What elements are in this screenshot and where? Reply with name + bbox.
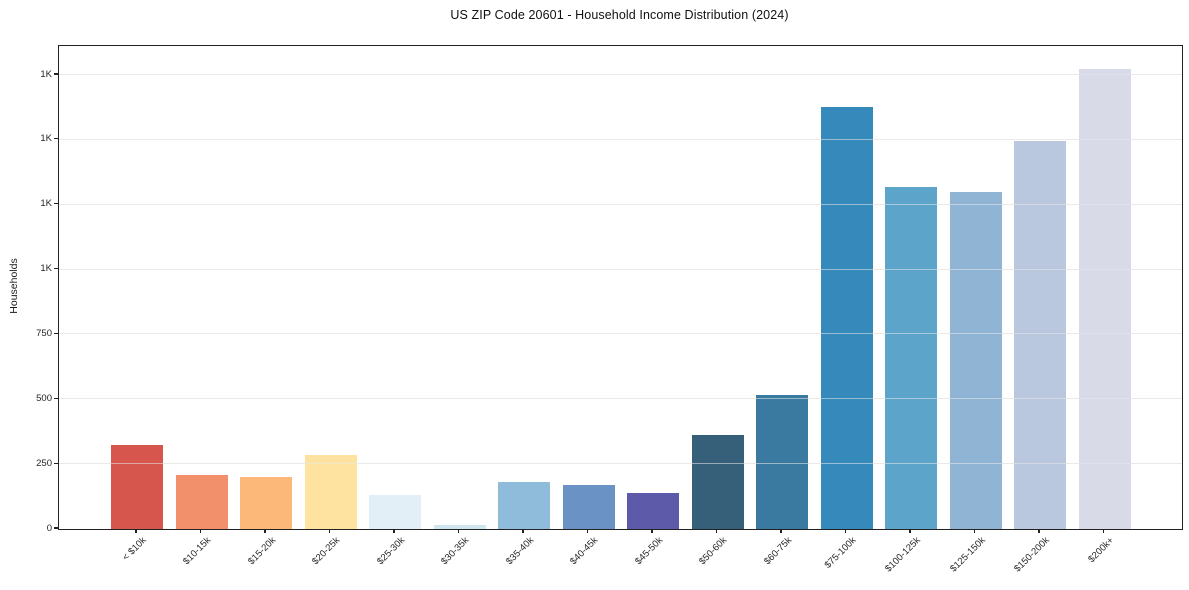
y-tick-label-6: 1K bbox=[40, 133, 52, 145]
y-tick-label-2: 500 bbox=[36, 392, 52, 404]
bar-200k bbox=[1078, 68, 1131, 529]
x-tick-label-6: $35-40k bbox=[503, 535, 536, 568]
y-tick-mark-5 bbox=[54, 203, 58, 205]
y-tick-label-1: 250 bbox=[36, 457, 52, 469]
y-tick-mark-1 bbox=[54, 462, 58, 464]
x-tick-label-4: $25-30k bbox=[374, 535, 407, 568]
x-tick-mark-6 bbox=[522, 529, 524, 533]
y-tick-label-0: 0 bbox=[46, 522, 52, 534]
bar-60-75k bbox=[756, 394, 808, 529]
y-tick-label-5: 1K bbox=[40, 198, 52, 210]
y-tick-mark-0 bbox=[54, 527, 58, 529]
x-tick-mark-0 bbox=[135, 529, 137, 533]
x-tick-mark-15 bbox=[1102, 529, 1105, 533]
bar-20-25k bbox=[304, 454, 357, 529]
x-tick-label-1: $10-15k bbox=[181, 535, 214, 568]
bar-30-35k bbox=[433, 525, 486, 529]
bar-35-40k bbox=[498, 481, 550, 529]
gridline-overlay-1000 bbox=[59, 268, 1182, 270]
x-tick-label-5: $30-35k bbox=[439, 535, 472, 568]
x-tick-mark-9 bbox=[715, 529, 718, 533]
bar-10k bbox=[111, 444, 163, 529]
x-tick-mark-2 bbox=[264, 529, 266, 533]
gridline-overlay-1750 bbox=[59, 74, 1182, 76]
bar-40-45k bbox=[562, 484, 615, 529]
x-tick-label-0: < $10k bbox=[120, 535, 149, 564]
y-tick-label-7: 1K bbox=[40, 68, 52, 80]
bar-125-150k bbox=[949, 191, 1002, 529]
x-tick-label-8: $45-50k bbox=[632, 535, 665, 568]
x-tick-label-11: $75-100k bbox=[822, 535, 859, 571]
y-tick-mark-7 bbox=[54, 73, 58, 75]
x-tick-mark-13 bbox=[973, 529, 976, 533]
x-tick-mark-7 bbox=[586, 529, 589, 533]
x-tick-label-9: $50-60k bbox=[697, 535, 730, 568]
chart-title: US ZIP Code 20601 - Household Income Dis… bbox=[450, 8, 789, 22]
gridline-overlay-500 bbox=[59, 398, 1182, 400]
y-tick-label-4: 1K bbox=[40, 263, 52, 275]
x-tick-label-3: $20-25k bbox=[310, 535, 343, 568]
gridline-overlay-1250 bbox=[59, 203, 1182, 205]
bar-50-60k bbox=[691, 434, 744, 529]
x-tick-label-15: $200k+ bbox=[1086, 535, 1117, 566]
x-tick-mark-14 bbox=[1038, 529, 1040, 533]
x-tick-mark-4 bbox=[393, 529, 395, 533]
bar-45-50k bbox=[627, 493, 679, 529]
gridline-overlay-750 bbox=[59, 333, 1182, 335]
x-tick-mark-12 bbox=[909, 529, 911, 533]
y-tick-mark-6 bbox=[54, 138, 58, 140]
x-tick-mark-1 bbox=[199, 529, 202, 533]
x-tick-mark-11 bbox=[844, 529, 847, 533]
bar-10-15k bbox=[175, 474, 228, 529]
x-tick-label-14: $150-200k bbox=[1012, 535, 1052, 575]
y-tick-mark-4 bbox=[54, 268, 58, 270]
y-tick-mark-3 bbox=[54, 332, 58, 335]
plot-area bbox=[58, 45, 1183, 530]
x-tick-mark-3 bbox=[328, 529, 331, 533]
x-tick-label-2: $15-20k bbox=[245, 535, 278, 568]
x-tick-label-7: $40-45k bbox=[568, 535, 601, 568]
bar-15-20k bbox=[240, 476, 292, 529]
x-tick-mark-10 bbox=[780, 529, 782, 533]
y-tick-mark-2 bbox=[54, 397, 58, 399]
gridline-overlay-250 bbox=[59, 463, 1182, 465]
x-tick-mark-8 bbox=[651, 529, 653, 533]
bar-150-200k bbox=[1014, 141, 1066, 529]
bar-100-125k bbox=[885, 187, 937, 529]
bar-25-30k bbox=[369, 494, 421, 529]
y-tick-label-3: 750 bbox=[36, 327, 52, 339]
x-tick-label-10: $60-75k bbox=[761, 535, 794, 568]
x-tick-label-13: $125-150k bbox=[947, 535, 988, 575]
x-tick-label-12: $100-125k bbox=[883, 535, 923, 575]
x-tick-mark-5 bbox=[457, 529, 460, 533]
bar-75-100k bbox=[820, 107, 873, 529]
gridline-overlay-1500 bbox=[59, 138, 1182, 140]
